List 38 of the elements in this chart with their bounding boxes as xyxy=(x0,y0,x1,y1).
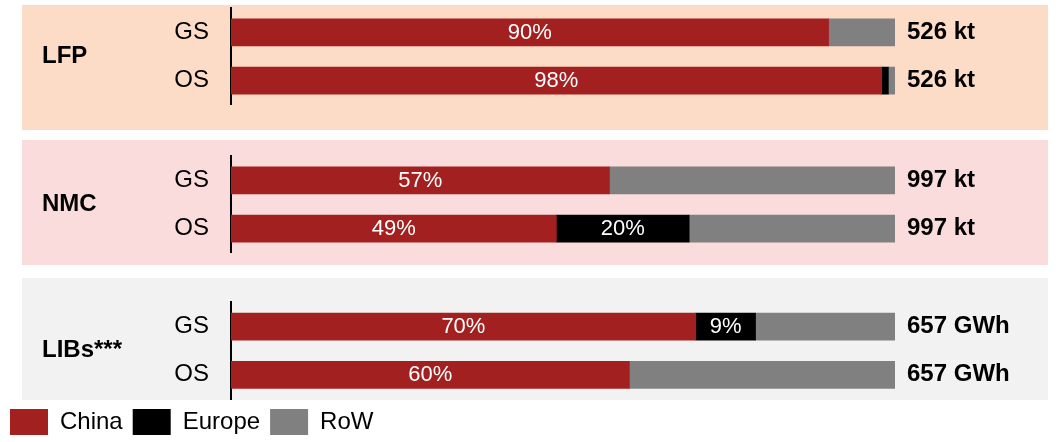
bar xyxy=(231,18,829,46)
text: LIBs*** xyxy=(42,334,123,362)
legend-label: China xyxy=(60,406,124,434)
data-label: 98% xyxy=(534,66,579,92)
data-label: 57% xyxy=(398,166,443,192)
text: 526 kt xyxy=(907,16,976,44)
bar xyxy=(609,166,895,194)
text: 526 kt xyxy=(907,64,976,92)
text: 997 kt xyxy=(907,212,976,240)
bar xyxy=(881,66,889,94)
bar xyxy=(231,360,630,389)
y-tick-label: OS xyxy=(174,64,209,92)
y-tick-label: OS xyxy=(174,359,209,387)
text: 657 GWh xyxy=(907,359,1010,387)
bar xyxy=(231,66,883,94)
data-label: 90% xyxy=(507,18,552,44)
data-label: 60% xyxy=(408,360,453,386)
bar xyxy=(688,214,895,242)
data-label: 70% xyxy=(441,312,486,338)
bar xyxy=(231,214,557,242)
text: 997 kt xyxy=(907,164,976,192)
y-tick-label: GS xyxy=(174,16,209,44)
text: NMC xyxy=(42,188,97,216)
data-label: 49% xyxy=(371,214,416,240)
bar xyxy=(231,312,697,340)
y-tick-label: GS xyxy=(174,164,209,192)
data-label: 9% xyxy=(709,312,742,338)
bar xyxy=(231,166,610,194)
legend-label: Europe xyxy=(182,406,261,434)
bar xyxy=(828,18,895,46)
y-tick-label: GS xyxy=(174,310,209,338)
bar xyxy=(755,312,895,340)
data-label: 20% xyxy=(600,214,645,240)
y-tick-label: OS xyxy=(174,212,209,240)
text: LFP xyxy=(42,40,88,68)
bar xyxy=(629,360,895,389)
text: 657 GWh xyxy=(907,310,1010,338)
legend-label: RoW xyxy=(320,406,374,434)
